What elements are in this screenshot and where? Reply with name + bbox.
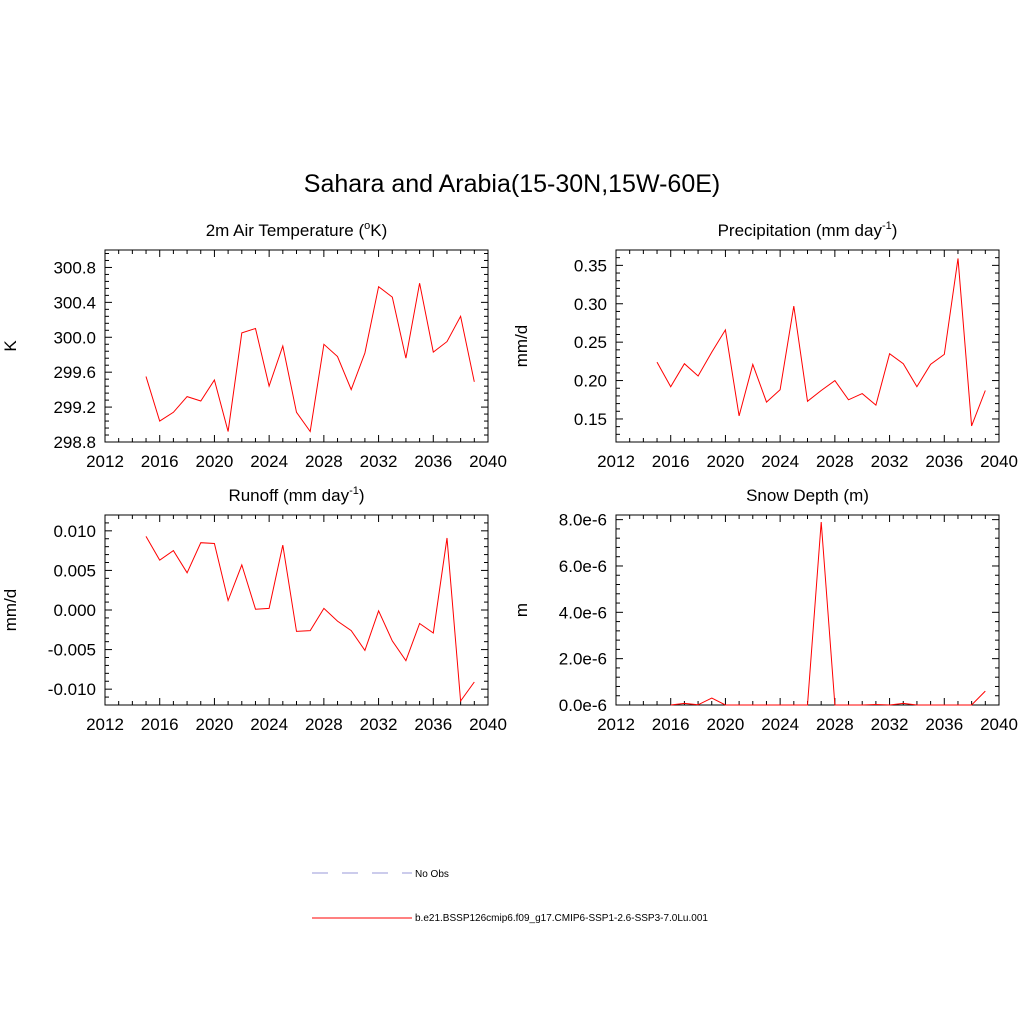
x-tick-label: 2032 bbox=[871, 452, 909, 471]
y-tick-label: 8.0e-6 bbox=[559, 511, 607, 530]
legend-label-model: b.e21.BSSP126cmip6.f09_g17.CMIP6-SSP1-2.… bbox=[415, 913, 708, 924]
x-tick-label: 2032 bbox=[360, 452, 398, 471]
y-tick-label: 0.20 bbox=[574, 372, 607, 391]
x-tick-label: 2040 bbox=[469, 452, 507, 471]
chart-title-suffix: ) bbox=[359, 486, 365, 505]
x-tick-label: 2032 bbox=[360, 715, 398, 734]
x-tick-label: 2020 bbox=[707, 715, 745, 734]
x-tick-label: 2016 bbox=[141, 452, 179, 471]
plot-frame bbox=[615, 514, 1000, 706]
plot-frame bbox=[104, 249, 489, 443]
plot-frame bbox=[104, 514, 489, 706]
legend-label-no-obs: No Obs bbox=[415, 869, 449, 880]
y-tick-label: 6.0e-6 bbox=[559, 557, 607, 576]
y-tick-label: -0.005 bbox=[48, 641, 96, 660]
x-tick-label: 2024 bbox=[250, 715, 288, 734]
x-tick-label: 2036 bbox=[925, 452, 963, 471]
y-tick-label: 0.010 bbox=[53, 522, 96, 541]
chart-title-suffix: ) bbox=[892, 221, 898, 240]
x-tick-label: 2036 bbox=[925, 715, 963, 734]
series-line bbox=[145, 283, 475, 433]
y-tick-label: -0.010 bbox=[48, 680, 96, 699]
x-tick-label: 2028 bbox=[816, 715, 854, 734]
y-tick-label: 298.8 bbox=[53, 433, 96, 452]
y-tick-label: 0.000 bbox=[53, 601, 96, 620]
x-tick-label: 2012 bbox=[597, 715, 635, 734]
x-tick-label: 2028 bbox=[305, 452, 343, 471]
chart-panel-2: Precipitation (mm day-1) mm/d 2012 2016 2020… bbox=[512, 220, 1018, 471]
chart-title-suffix: K) bbox=[370, 221, 387, 240]
x-tick-label: 2036 bbox=[414, 715, 452, 734]
series-line bbox=[145, 536, 475, 703]
x-tick-label: 2020 bbox=[196, 715, 234, 734]
chart-panel-1: 2m Air Temperature (oK) K 2012 2016 2020 2024… bbox=[1, 220, 507, 471]
plot-frame bbox=[615, 249, 1000, 443]
chart-title-superscript: -1 bbox=[349, 485, 359, 497]
x-tick-label: 2024 bbox=[761, 452, 799, 471]
y-tick-label: 0.005 bbox=[53, 561, 96, 580]
figure-title: Sahara and Arabia(15-30N,15W-60E) bbox=[303, 170, 721, 198]
x-tick-label: 2040 bbox=[469, 715, 507, 734]
x-tick-label: 2020 bbox=[707, 452, 745, 471]
x-tick-label: 2016 bbox=[141, 715, 179, 734]
x-tick-label: 2028 bbox=[305, 715, 343, 734]
x-tick-label: 2040 bbox=[980, 452, 1018, 471]
y-tick-label: 2.0e-6 bbox=[559, 650, 607, 669]
y-tick-label: 299.2 bbox=[53, 398, 96, 417]
x-tick-label: 2020 bbox=[196, 452, 234, 471]
y-tick-label: 300.8 bbox=[53, 258, 96, 277]
x-tick-label: 2032 bbox=[871, 715, 909, 734]
legend: No Obs b.e21.BSSP126cmip6.f09_g17.CMIP6-S… bbox=[312, 869, 708, 924]
chart-title-superscript: o bbox=[364, 220, 370, 232]
series-line bbox=[670, 521, 986, 706]
y-tick-label: 0.0e-6 bbox=[559, 696, 607, 715]
chart-title: Precipitation (mm day-1) bbox=[718, 220, 898, 240]
y-tick-label: 300.0 bbox=[53, 328, 96, 347]
x-tick-label: 2036 bbox=[414, 452, 452, 471]
y-axis-label: m bbox=[512, 603, 531, 617]
x-tick-label: 2028 bbox=[816, 452, 854, 471]
y-axis-label: K bbox=[1, 340, 20, 352]
chart-panel-3: Runoff (mm day-1) mm/d 2012 2016 2020 2024 202… bbox=[1, 485, 507, 734]
chart-title: 2m Air Temperature (oK) bbox=[206, 220, 388, 240]
y-tick-label: 0.30 bbox=[574, 295, 607, 314]
x-tick-label: 2012 bbox=[597, 452, 635, 471]
y-tick-label: 0.15 bbox=[574, 410, 607, 429]
chart-title: Snow Depth (m) bbox=[746, 486, 869, 505]
y-tick-label: 0.35 bbox=[574, 256, 607, 275]
x-tick-label: 2016 bbox=[652, 715, 690, 734]
chart-panel-4: Snow Depth (m) m 2012 2016 2020 2024 2028 2032 2… bbox=[512, 486, 1018, 734]
chart-title: Runoff (mm day-1) bbox=[228, 485, 364, 505]
y-axis-label: mm/d bbox=[1, 589, 20, 632]
x-tick-label: 2040 bbox=[980, 715, 1018, 734]
chart-title-superscript: -1 bbox=[882, 220, 892, 232]
x-tick-label: 2024 bbox=[250, 452, 288, 471]
y-axis-label: mm/d bbox=[512, 325, 531, 368]
x-tick-label: 2012 bbox=[86, 452, 124, 471]
series-line bbox=[656, 258, 986, 427]
y-tick-label: 4.0e-6 bbox=[559, 603, 607, 622]
y-tick-label: 0.25 bbox=[574, 333, 607, 352]
y-tick-label: 300.4 bbox=[53, 293, 96, 312]
x-tick-label: 2024 bbox=[761, 715, 799, 734]
x-tick-label: 2012 bbox=[86, 715, 124, 734]
y-tick-label: 299.6 bbox=[53, 363, 96, 382]
x-tick-label: 2016 bbox=[652, 452, 690, 471]
